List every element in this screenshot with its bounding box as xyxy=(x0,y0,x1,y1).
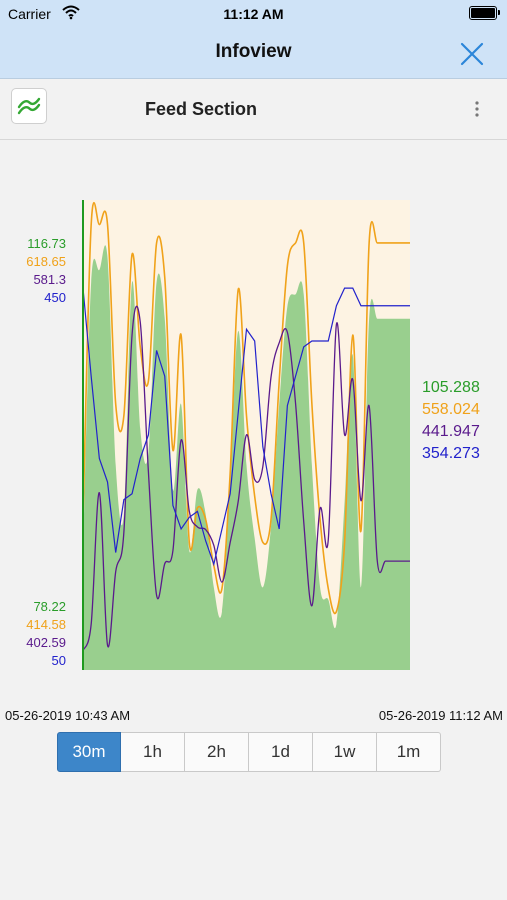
axis-max-purple: 581.3 xyxy=(33,272,66,287)
axis-min-blue: 50 xyxy=(51,653,66,668)
end-date: 05-26-2019 11:12 AM xyxy=(378,708,503,723)
close-icon[interactable] xyxy=(457,39,487,69)
more-options-icon[interactable] xyxy=(469,99,485,119)
axis-min-green: 78.22 xyxy=(33,599,66,614)
axis-max-green: 116.73 xyxy=(27,236,66,251)
axis-max-labels: 116.73 618.65 581.3 450 xyxy=(0,235,66,307)
trend-chart-icon xyxy=(17,97,41,115)
range-button-1m[interactable]: 1m xyxy=(377,732,441,772)
axis-min-purple: 402.59 xyxy=(26,635,66,650)
range-button-1d[interactable]: 1d xyxy=(249,732,313,772)
current-value-green: 105.288 xyxy=(422,379,480,396)
axis-min-labels: 78.22 414.58 402.59 50 xyxy=(0,598,66,670)
trend-chart xyxy=(82,200,410,670)
axis-min-orange: 414.58 xyxy=(26,617,66,632)
start-date: 05-26-2019 10:43 AM xyxy=(5,708,131,723)
series-line-purple xyxy=(82,305,410,651)
carrier-label: Carrier xyxy=(8,6,51,22)
time-range-selector: 30m 1h 2h 1d 1w 1m xyxy=(57,732,441,772)
section-title: Feed Section xyxy=(145,99,258,119)
wifi-icon xyxy=(62,5,80,20)
chart-area: 116.73 618.65 581.3 450 78.22 414.58 402… xyxy=(0,140,507,700)
battery-icon xyxy=(469,6,500,20)
range-button-1h[interactable]: 1h xyxy=(121,732,185,772)
nav-title: Infoview xyxy=(215,41,292,62)
section-header: Feed Section xyxy=(0,79,507,140)
status-bar: Carrier 11:12 AM xyxy=(0,0,507,28)
current-value-purple: 441.947 xyxy=(422,423,480,440)
range-button-30m[interactable]: 30m xyxy=(57,732,121,772)
series-line-orange xyxy=(82,202,410,615)
range-button-2h[interactable]: 2h xyxy=(185,732,249,772)
axis-max-orange: 618.65 xyxy=(26,254,66,269)
current-value-orange: 558.024 xyxy=(422,401,480,418)
nav-bar: Infoview xyxy=(0,28,507,79)
series-line-blue xyxy=(82,287,410,567)
current-value-blue: 354.273 xyxy=(422,445,480,462)
current-values: 105.288 558.024 441.947 354.273 xyxy=(422,377,480,465)
status-time: 11:12 AM xyxy=(223,6,284,22)
range-button-1w[interactable]: 1w xyxy=(313,732,377,772)
trend-button[interactable] xyxy=(11,88,47,124)
axis-max-blue: 450 xyxy=(44,290,66,305)
